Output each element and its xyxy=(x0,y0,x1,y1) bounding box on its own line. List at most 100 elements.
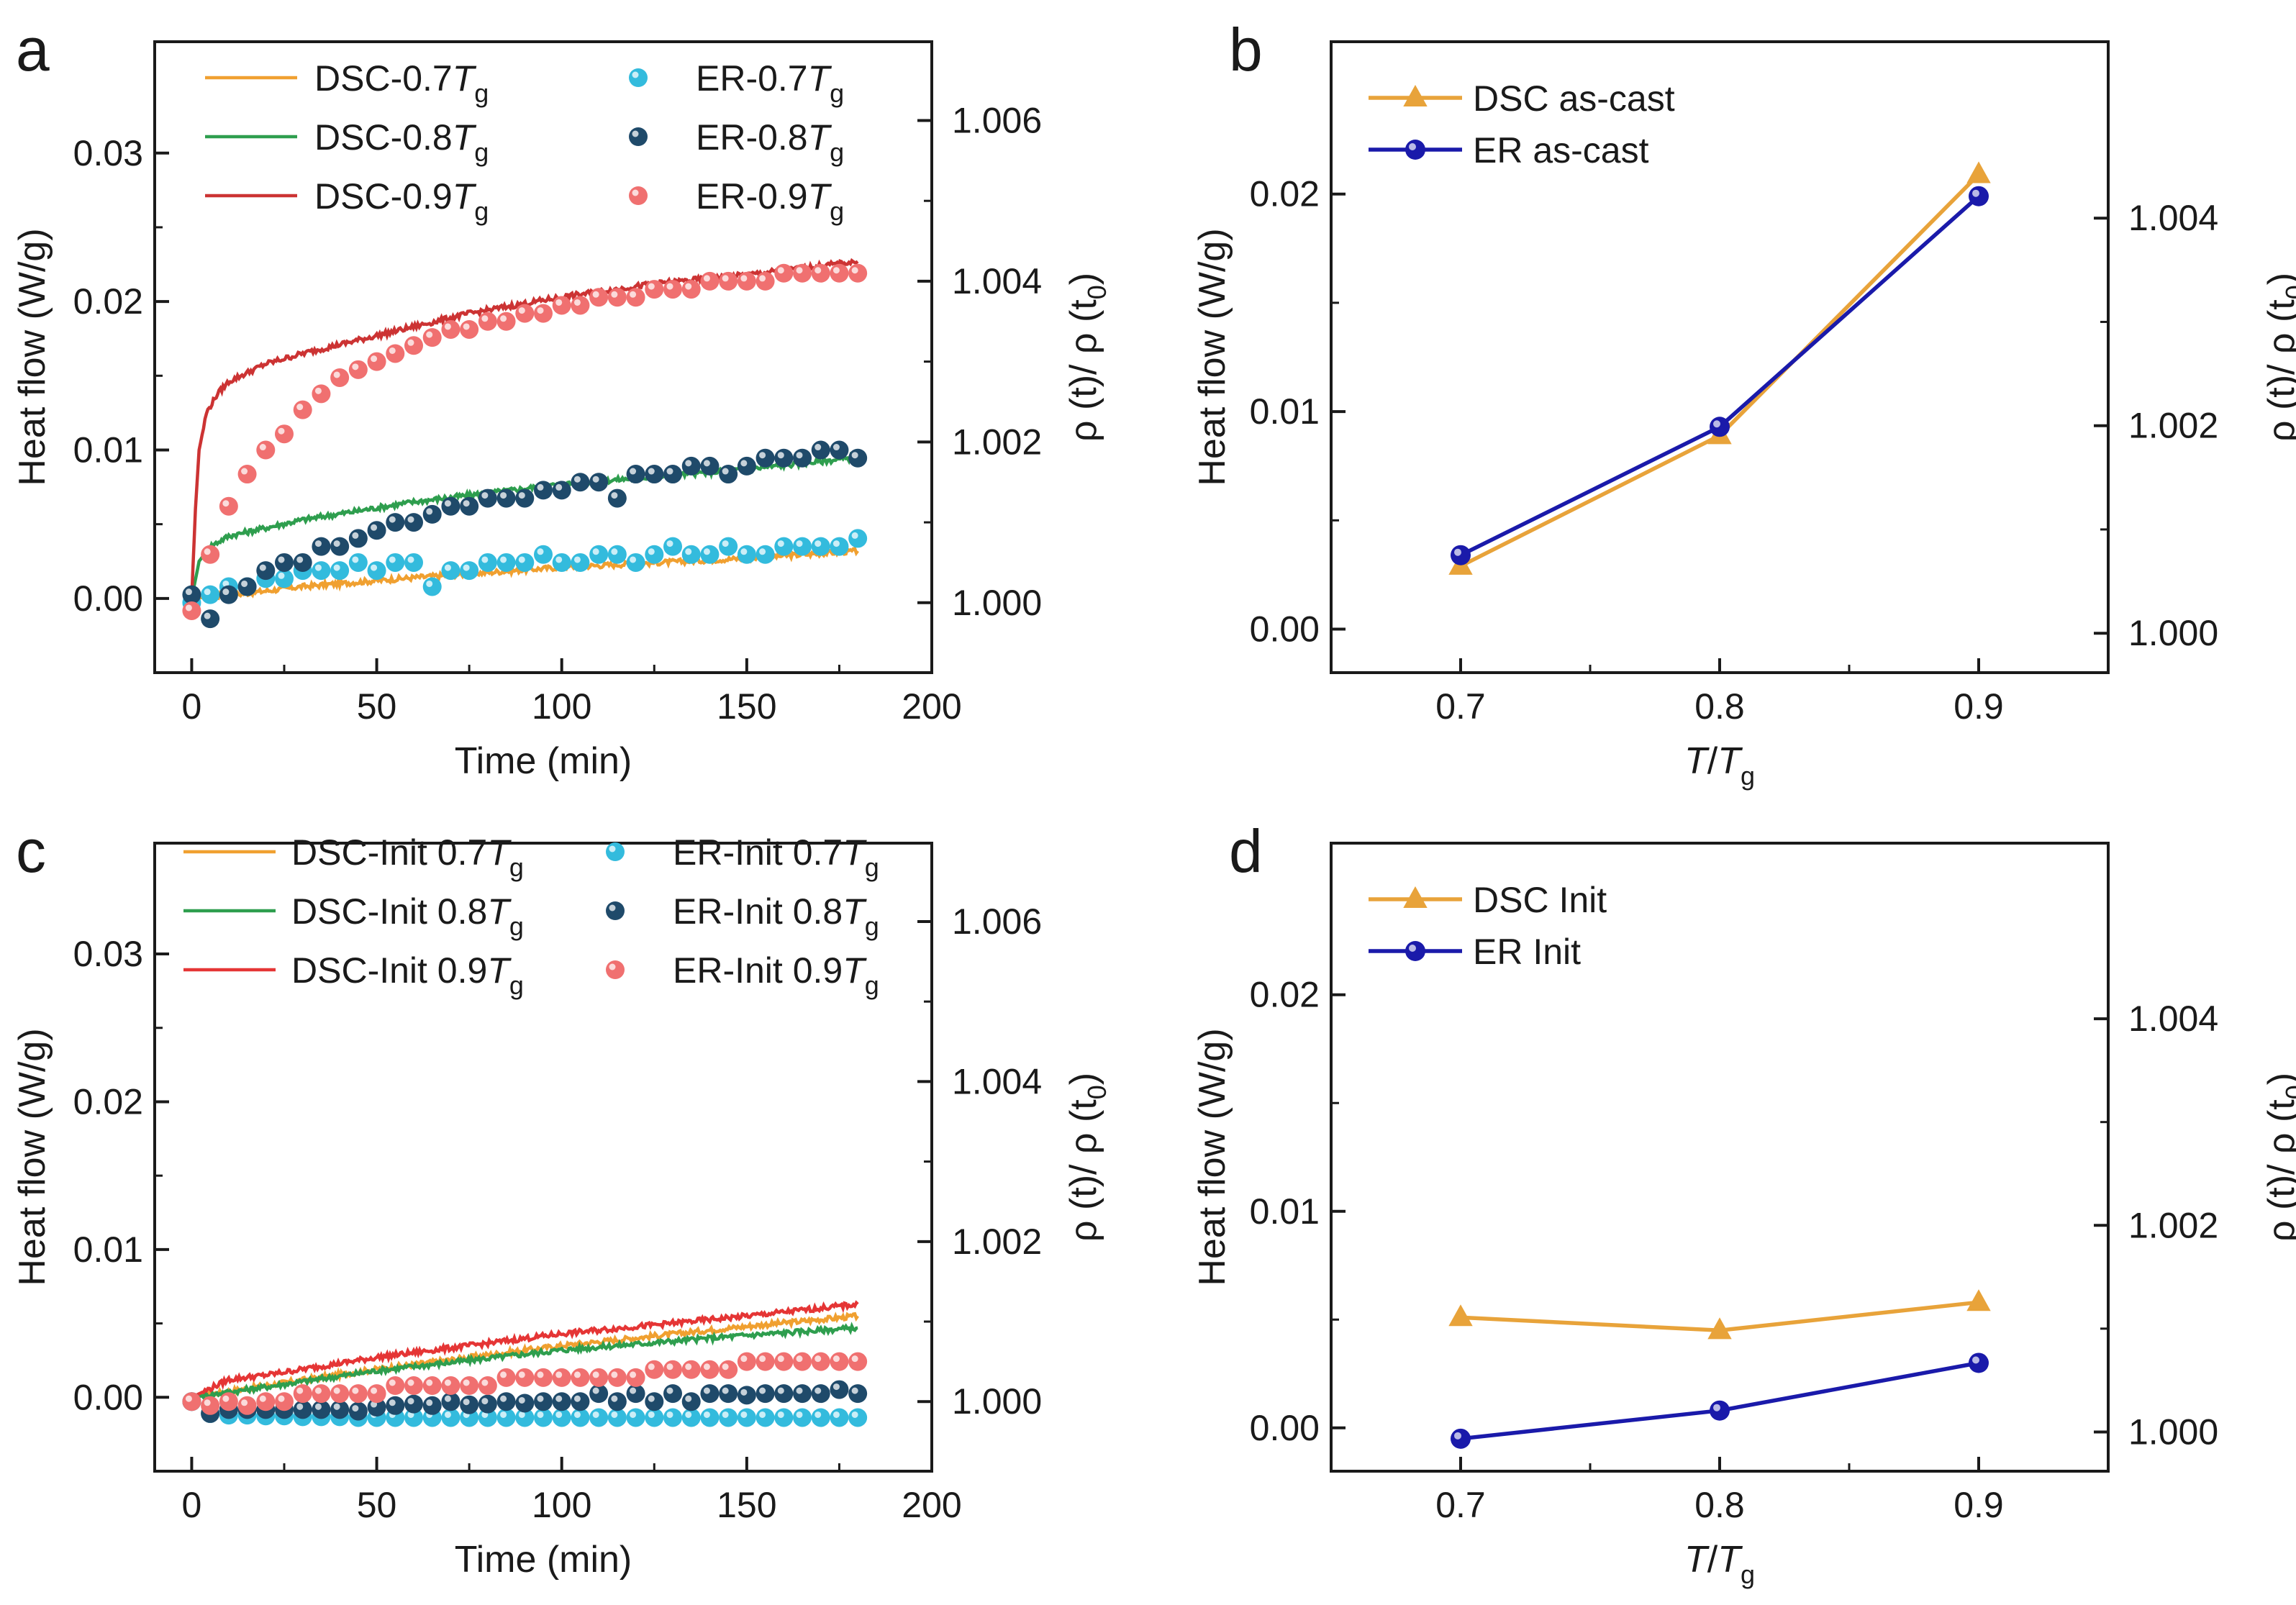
data-point-ER-Init 0.7Tg xyxy=(811,1408,830,1427)
data-point-ER-0.9Tg-highlight xyxy=(278,427,285,435)
data-point-ER-Init 0.9Tg xyxy=(793,1352,812,1371)
data-point-ER-0.7Tg xyxy=(386,553,405,572)
plot-frame xyxy=(153,40,933,674)
data-point-ER-0.7Tg xyxy=(719,537,738,556)
y2-tick-label: 1.004 xyxy=(952,261,1042,301)
data-point-ER-0.7Tg xyxy=(663,537,682,556)
legend-point-swatch xyxy=(606,960,625,979)
data-point-ER-Init 0.9Tg xyxy=(219,1392,238,1411)
data-point-ER-Init 0.8Tg xyxy=(681,1392,701,1411)
data-point-ER-Init 0.9Tg-highlight xyxy=(722,1363,729,1370)
data-point-ER-0.7Tg-highlight xyxy=(500,556,507,563)
x-tick-label: 50 xyxy=(357,1485,397,1525)
data-point-ER-0.8Tg xyxy=(571,473,590,492)
data-point-ER-0.9Tg-highlight xyxy=(407,339,414,346)
data-point-ER-Init 0.8Tg-highlight xyxy=(777,1387,784,1394)
data-point-ER-0.9Tg-highlight xyxy=(241,468,248,475)
data-point-ER-0.9Tg-highlight xyxy=(611,291,618,298)
data-point-ER Init xyxy=(1451,1428,1471,1449)
data-point-ER-Init 0.7Tg-highlight xyxy=(592,1411,599,1418)
data-point-ER-Init 0.9Tg xyxy=(755,1352,775,1371)
data-point-ER-0.7Tg xyxy=(848,529,868,548)
data-point-ER-Init 0.7Tg xyxy=(552,1408,571,1427)
data-point-ER-0.9Tg xyxy=(515,304,535,323)
data-point-ER-0.7Tg xyxy=(441,561,460,581)
x-tick-label: 50 xyxy=(357,686,397,727)
data-point-ER-0.8Tg-highlight xyxy=(481,492,489,499)
data-point-ER-Init 0.8Tg-highlight xyxy=(722,1387,729,1394)
data-point-ER-0.7Tg-highlight xyxy=(573,556,581,563)
data-point-ER-0.9Tg-highlight xyxy=(666,283,673,290)
data-point-ER-0.9Tg xyxy=(848,263,868,283)
data-point-ER-0.7Tg-highlight xyxy=(666,540,673,547)
data-point-ER-Init 0.9Tg xyxy=(348,1384,368,1404)
data-point-ER-Init 0.9Tg xyxy=(237,1396,257,1415)
y-tick-label: 0.00 xyxy=(1250,1408,1320,1448)
data-point-ER-Init 0.7Tg-highlight xyxy=(740,1411,748,1418)
data-point-ER-0.9Tg xyxy=(719,271,738,291)
x-tick-label: 200 xyxy=(902,1485,961,1525)
data-point-ER-Init 0.9Tg xyxy=(275,1392,294,1411)
data-point-ER-0.9Tg-highlight xyxy=(832,267,840,274)
data-point-ER-0.9Tg xyxy=(404,336,423,355)
data-point-ER-Init 0.8Tg xyxy=(848,1384,868,1404)
data-point-ER-Init 0.7Tg xyxy=(793,1408,812,1427)
data-point-ER-Init 0.8Tg xyxy=(700,1384,720,1404)
data-point-ER-Init 0.8Tg-highlight xyxy=(389,1399,396,1406)
x-axis-label: Time (min) xyxy=(455,1539,632,1581)
data-point-ER-Init 0.7Tg-highlight xyxy=(444,1411,451,1418)
data-point-ER-0.7Tg xyxy=(589,545,609,564)
data-point-ER-Init 0.9Tg xyxy=(571,1368,590,1387)
data-point-ER-0.7Tg xyxy=(626,553,645,572)
data-point-ER-0.9Tg xyxy=(589,288,609,307)
data-point-ER-0.9Tg-highlight xyxy=(463,323,470,330)
x-tick-label: 100 xyxy=(532,686,591,727)
x-axis-label: Time (min) xyxy=(455,740,632,782)
data-point-ER as-cast-highlight xyxy=(1972,189,1979,197)
data-point-ER-0.7Tg xyxy=(571,553,590,572)
data-point-ER-Init 0.8Tg-highlight xyxy=(832,1383,840,1391)
data-point-ER-Init 0.9Tg-highlight xyxy=(537,1371,544,1378)
series-line-DSC-Init 0.8Tg xyxy=(191,1322,858,1401)
data-point-ER-Init 0.9Tg xyxy=(811,1352,830,1371)
data-point-ER-0.8Tg xyxy=(478,488,497,508)
data-point-ER-0.8Tg-highlight xyxy=(796,452,803,459)
data-point-ER-0.8Tg-highlight xyxy=(444,500,451,507)
data-point-ER-Init 0.9Tg-highlight xyxy=(518,1371,525,1378)
data-point-ER-0.9Tg-highlight xyxy=(815,267,822,274)
data-point-ER-Init 0.7Tg-highlight xyxy=(648,1411,655,1418)
data-point-ER-Init 0.9Tg-highlight xyxy=(555,1371,563,1378)
data-point-ER-0.8Tg xyxy=(589,473,609,492)
data-point-ER-0.7Tg xyxy=(478,553,497,572)
data-point-ER-0.8Tg xyxy=(737,456,756,476)
legend-line-label: DSC-0.8Tg xyxy=(314,117,489,167)
data-point-ER-0.7Tg xyxy=(700,545,720,564)
y-axis-label: Heat flow (W/g) xyxy=(12,228,53,486)
data-point-ER-0.9Tg xyxy=(737,271,756,291)
data-point-ER-Init 0.8Tg xyxy=(811,1384,830,1404)
data-point-ER-0.8Tg xyxy=(626,465,645,484)
data-point-ER-0.8Tg-highlight xyxy=(777,452,784,459)
x-axis-label: T/Tg xyxy=(1684,740,1755,791)
series-line-DSC-Init 0.9Tg xyxy=(191,1300,859,1399)
data-point-ER-0.9Tg-highlight xyxy=(777,267,784,274)
data-point-ER-Init 0.7Tg xyxy=(848,1408,868,1427)
data-point-ER-Init 0.8Tg-highlight xyxy=(463,1399,470,1406)
data-point-ER-Init 0.9Tg xyxy=(534,1368,553,1387)
y2-tick-label: 1.000 xyxy=(952,583,1042,623)
legend-line-label: DSC-0.9Tg xyxy=(314,176,489,226)
data-point-ER-Init 0.8Tg xyxy=(534,1392,553,1411)
data-point-ER-0.8Tg-highlight xyxy=(555,483,563,491)
data-point-ER-Init 0.7Tg xyxy=(441,1408,460,1427)
legend-point-swatch xyxy=(606,901,625,920)
data-point-ER-0.9Tg-highlight xyxy=(481,315,489,322)
y-axis-label: Heat flow (W/g) xyxy=(12,1028,53,1286)
data-point-ER-0.8Tg xyxy=(830,440,849,460)
data-point-ER-Init 0.8Tg-highlight xyxy=(314,1403,322,1410)
data-point-ER-Init 0.9Tg-highlight xyxy=(777,1355,784,1363)
data-point-ER-0.8Tg xyxy=(275,553,294,572)
data-point-ER-0.9Tg-highlight xyxy=(518,307,525,314)
data-point-ER-0.8Tg-highlight xyxy=(592,476,599,483)
y2-tick-label: 1.002 xyxy=(952,422,1042,462)
data-point-ER-Init 0.9Tg xyxy=(496,1368,516,1387)
